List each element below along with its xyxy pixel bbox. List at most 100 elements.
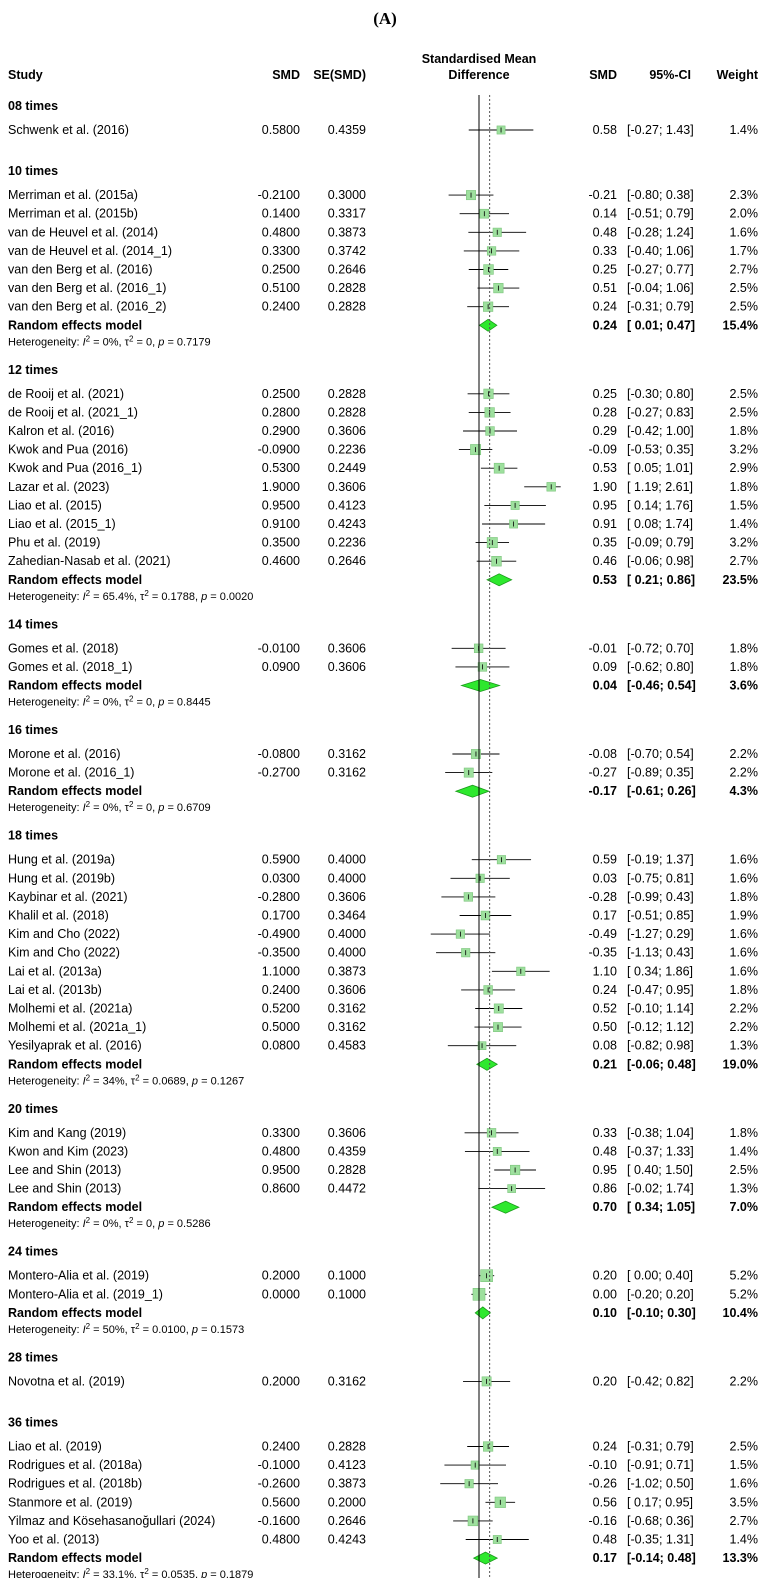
subgroup-diamond bbox=[454, 784, 491, 798]
study-name: Liao et al. (2015_1) bbox=[8, 517, 116, 531]
study-name: van de Heuvel et al. (2014_1) bbox=[8, 244, 172, 258]
subgroup-model-smd: -0.17 bbox=[589, 784, 618, 798]
study-name: de Rooij et al. (2021_1) bbox=[8, 405, 138, 419]
study-se: 0.3606 bbox=[328, 660, 366, 674]
study-se: 0.3873 bbox=[328, 225, 366, 239]
subgroup-model-label: Random effects model bbox=[8, 318, 142, 332]
study-smd: 0.48 bbox=[593, 1144, 617, 1158]
study-smd: 0.53 bbox=[593, 461, 617, 475]
subgroup-model-weight: 23.5% bbox=[723, 573, 758, 587]
study-se: 0.3606 bbox=[328, 641, 366, 655]
study-ci: [ 0.14; 1.76] bbox=[627, 498, 693, 512]
study-weight: 1.6% bbox=[730, 853, 759, 867]
study-name: Yesilyaprak et al. (2016) bbox=[8, 1039, 142, 1053]
study-se: 0.4123 bbox=[328, 498, 366, 512]
subgroup-diamond bbox=[486, 573, 513, 587]
study-name: van den Berg et al. (2016) bbox=[8, 263, 153, 277]
subgroup-model-smd: 0.04 bbox=[593, 679, 617, 693]
subgroup-model-ci: [ 0.21; 0.86] bbox=[627, 573, 695, 587]
study-name: Rodrigues et al. (2018b) bbox=[8, 1477, 142, 1491]
study-smd: -0.09 bbox=[589, 443, 618, 457]
study-name: van den Berg et al. (2016_2) bbox=[8, 300, 166, 314]
study-weight: 1.6% bbox=[730, 946, 759, 960]
study-ci: [-0.27; 1.43] bbox=[627, 123, 694, 137]
study-ci: [ 0.17; 0.95] bbox=[627, 1495, 693, 1509]
study-name: de Rooij et al. (2021) bbox=[8, 387, 124, 401]
study-smd: 0.28 bbox=[593, 405, 617, 419]
study-smd: -0.10 bbox=[589, 1458, 618, 1472]
subgroup-model-weight: 7.0% bbox=[730, 1200, 759, 1214]
study-se: 0.2236 bbox=[328, 536, 366, 550]
study-smd: 0.0300 bbox=[262, 871, 300, 885]
study-smd: 0.48 bbox=[593, 1533, 617, 1547]
study-weight: 1.5% bbox=[730, 1458, 759, 1472]
study-ci: [-0.37; 1.33] bbox=[627, 1144, 694, 1158]
study-weight: 2.3% bbox=[730, 188, 759, 202]
study-ci: [-0.47; 0.95] bbox=[627, 983, 694, 997]
study-weight: 2.7% bbox=[730, 554, 759, 568]
subgroup-model-label: Random effects model bbox=[8, 784, 142, 798]
study-smd: 0.2800 bbox=[262, 405, 300, 419]
study-weight: 1.8% bbox=[730, 641, 759, 655]
study-ci: [-0.40; 1.06] bbox=[627, 244, 694, 258]
subgroup-model-weight: 15.4% bbox=[723, 318, 758, 332]
study-name: Lazar et al. (2023) bbox=[8, 480, 109, 494]
study-name: Schwenk et al. (2016) bbox=[8, 123, 129, 137]
study-se: 0.3162 bbox=[328, 747, 366, 761]
study-smd: 0.33 bbox=[593, 244, 617, 258]
study-smd: 0.3500 bbox=[262, 536, 300, 550]
subgroup-heterogeneity: Heterogeneity: I2 = 33.1%, τ2 = 0.0535, … bbox=[8, 1567, 253, 1578]
study-ci: [-0.12; 1.12] bbox=[627, 1020, 694, 1034]
study-name: Liao et al. (2015) bbox=[8, 498, 102, 512]
study-ci: [-0.42; 0.82] bbox=[627, 1374, 694, 1388]
study-weight: 2.5% bbox=[730, 387, 759, 401]
study-name: Zahedian-Nasab et al. (2021) bbox=[8, 554, 171, 568]
study-weight: 1.8% bbox=[730, 660, 759, 674]
study-se: 0.3873 bbox=[328, 1477, 366, 1491]
study-weight: 3.5% bbox=[730, 1495, 759, 1509]
study-se: 0.4000 bbox=[328, 946, 366, 960]
subgroup-model-ci: [ 0.34; 1.05] bbox=[627, 1200, 695, 1214]
study-smd: -0.1000 bbox=[258, 1458, 300, 1472]
study-name: Lai et al. (2013b) bbox=[8, 983, 102, 997]
study-ci: [ 0.34; 1.86] bbox=[627, 964, 693, 978]
study-smd: 1.10 bbox=[593, 964, 617, 978]
subgroup-model-smd: 0.53 bbox=[593, 573, 617, 587]
study-name: Montero-Alia et al. (2019_1) bbox=[8, 1287, 163, 1301]
study-smd: -0.2100 bbox=[258, 188, 300, 202]
study-se: 0.4000 bbox=[328, 927, 366, 941]
subgroup-model-ci: [-0.46; 0.54] bbox=[627, 679, 696, 693]
study-ci: [-0.09; 0.79] bbox=[627, 536, 694, 550]
study-name: Phu et al. (2019) bbox=[8, 536, 100, 550]
subgroup-model-ci: [-0.10; 0.30] bbox=[627, 1306, 696, 1320]
study-se: 0.3873 bbox=[328, 964, 366, 978]
study-smd: 0.2400 bbox=[262, 300, 300, 314]
study-ci: [-0.82; 0.98] bbox=[627, 1039, 694, 1053]
subgroup-label: 16 times bbox=[8, 723, 58, 737]
study-ci: [-0.70; 0.54] bbox=[627, 747, 694, 761]
study-smd: -0.1600 bbox=[258, 1514, 300, 1528]
header-se: SE(SMD) bbox=[313, 68, 366, 82]
subgroup-label: 10 times bbox=[8, 164, 58, 178]
study-smd: 0.2500 bbox=[262, 263, 300, 277]
subgroup-heterogeneity: Heterogeneity: I2 = 50%, τ2 = 0.0100, p … bbox=[8, 1322, 244, 1336]
study-smd: 0.5900 bbox=[262, 853, 300, 867]
study-se: 0.4243 bbox=[328, 1533, 366, 1547]
study-name: Merriman et al. (2015b) bbox=[8, 207, 138, 221]
study-ci: [-1.13; 0.43] bbox=[627, 946, 694, 960]
study-smd: 0.95 bbox=[593, 1163, 617, 1177]
study-smd: 0.17 bbox=[593, 909, 617, 923]
study-weight: 1.4% bbox=[730, 123, 759, 137]
subgroup-heterogeneity: Heterogeneity: I2 = 0%, τ2 = 0, p = 0.52… bbox=[8, 1216, 211, 1230]
study-name: Stanmore et al. (2019) bbox=[8, 1495, 132, 1509]
subgroup-model-smd: 0.24 bbox=[593, 318, 617, 332]
study-smd: 0.2400 bbox=[262, 983, 300, 997]
study-name: Morone et al. (2016) bbox=[8, 747, 121, 761]
header-plot-title: Standardised Mean bbox=[422, 52, 537, 66]
subgroup-model-smd: 0.21 bbox=[593, 1057, 617, 1071]
study-name: Kwon and Kim (2023) bbox=[8, 1144, 128, 1158]
study-smd: -0.01 bbox=[589, 641, 618, 655]
study-smd: 0.59 bbox=[593, 853, 617, 867]
study-se: 0.4123 bbox=[328, 1458, 366, 1472]
study-smd: 0.24 bbox=[593, 1440, 617, 1454]
